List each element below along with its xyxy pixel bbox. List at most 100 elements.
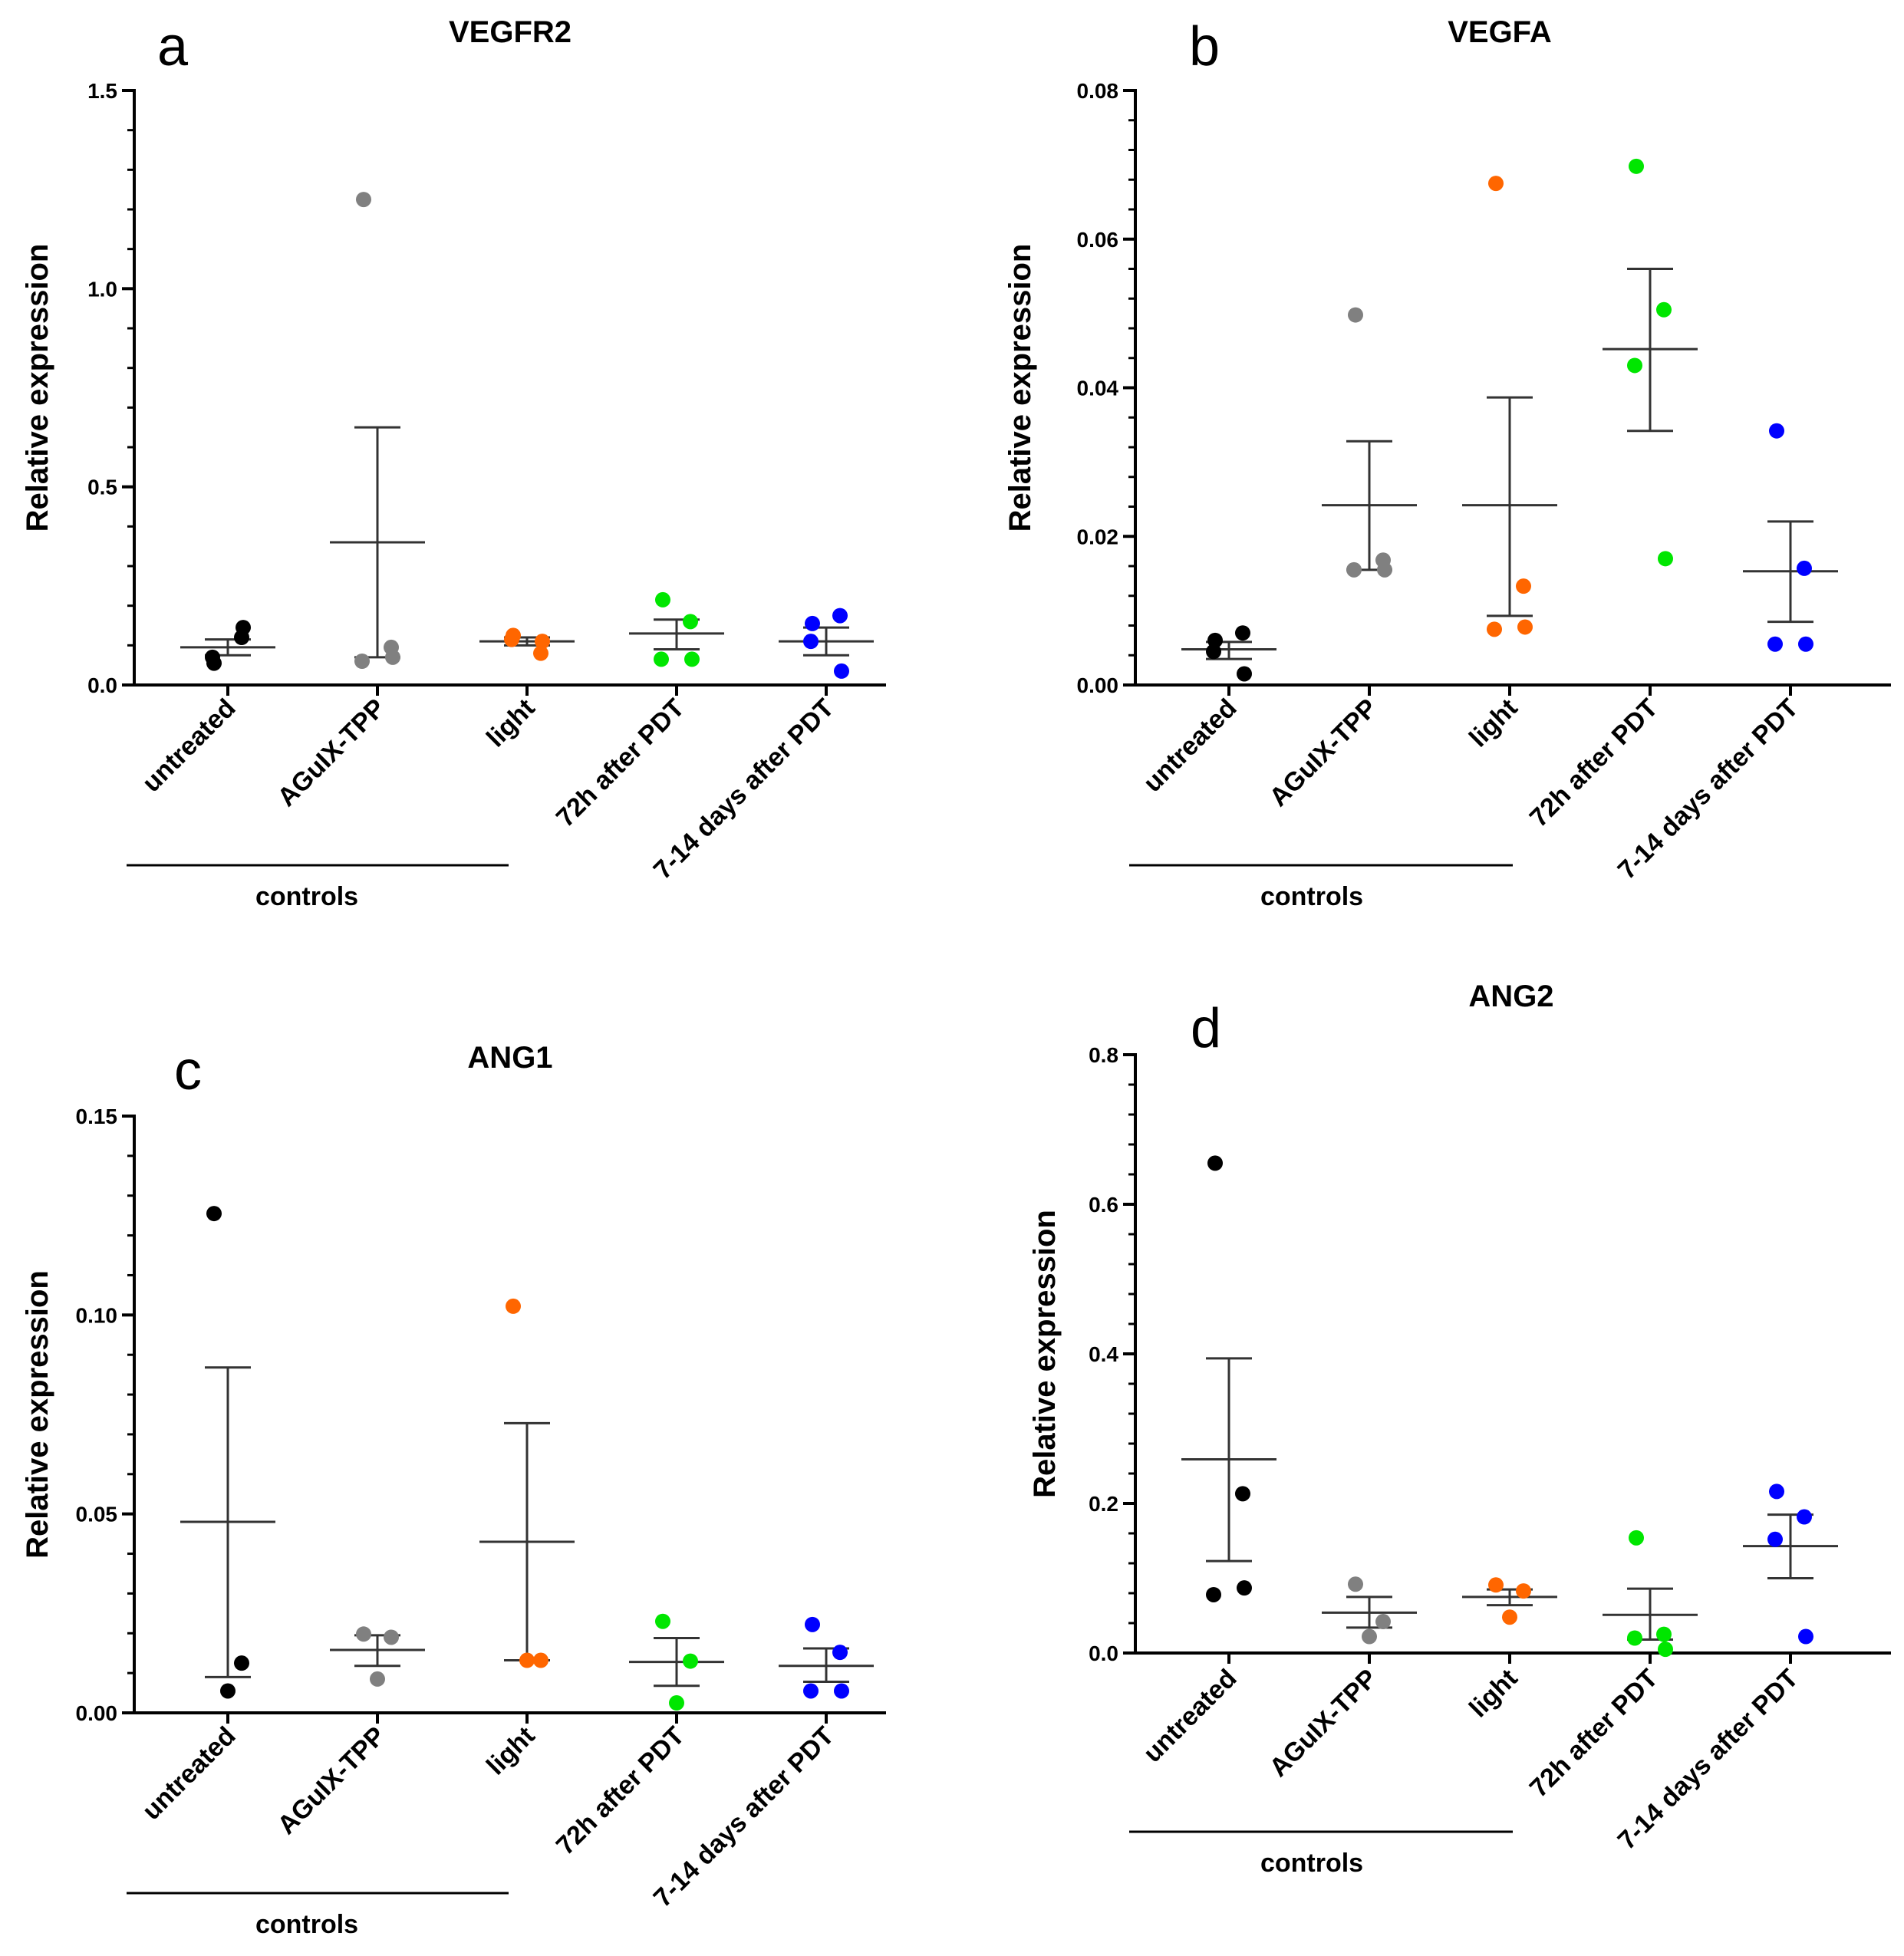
data-point <box>1627 357 1642 374</box>
data-point <box>1629 158 1644 174</box>
panel-letter: b <box>1189 16 1220 77</box>
series-group <box>180 620 275 671</box>
y-tick-label: 0.08 <box>1077 79 1119 103</box>
data-point <box>535 634 550 650</box>
series-group <box>180 1206 275 1699</box>
data-point <box>384 1629 399 1645</box>
data-point <box>234 1655 249 1671</box>
y-tick-label: 0.02 <box>1077 525 1119 548</box>
data-point <box>1235 1486 1250 1502</box>
data-point <box>1516 578 1531 594</box>
data-point <box>1658 1642 1673 1658</box>
data-point <box>1348 1576 1363 1592</box>
data-point <box>1767 636 1783 652</box>
data-point <box>1502 1609 1517 1625</box>
controls-label: controls <box>255 1910 358 1939</box>
data-point <box>356 192 371 208</box>
data-point <box>533 1652 548 1668</box>
data-point <box>655 1613 670 1629</box>
data-point <box>1206 644 1221 660</box>
series-group <box>629 591 724 667</box>
data-point <box>805 615 820 631</box>
data-point <box>1797 1509 1812 1525</box>
data-point <box>1798 636 1813 652</box>
y-tick-label: 0.2 <box>1089 1492 1118 1516</box>
series-group <box>1181 1155 1276 1602</box>
y-tick-label: 1.5 <box>87 79 117 103</box>
y-tick-label: 0.8 <box>1089 1043 1118 1067</box>
y-tick-label: 0.6 <box>1089 1193 1118 1217</box>
data-point <box>1488 1577 1504 1593</box>
data-point <box>834 1683 849 1699</box>
controls-label: controls <box>1260 1849 1363 1878</box>
series-group <box>1181 625 1276 682</box>
series-group <box>479 1298 575 1668</box>
y-axis-label: Relative expression <box>21 244 54 532</box>
data-point <box>805 1616 820 1632</box>
series-group <box>1743 423 1838 652</box>
series-group <box>1322 1576 1417 1645</box>
y-tick-label: 0.06 <box>1077 228 1119 252</box>
series-group <box>779 1616 874 1699</box>
data-point <box>1348 307 1363 323</box>
data-point <box>832 608 848 624</box>
series-group <box>1603 1530 1698 1658</box>
data-point <box>385 649 400 665</box>
series-group <box>479 627 575 661</box>
data-point <box>803 634 819 650</box>
y-tick-label: 0.0 <box>1089 1642 1118 1665</box>
data-point <box>834 663 849 679</box>
data-point <box>803 1683 819 1699</box>
series-group <box>1462 1577 1557 1625</box>
series-group <box>779 608 874 679</box>
data-point <box>1207 1155 1223 1171</box>
data-point <box>1362 1628 1377 1645</box>
y-tick-label: 0.4 <box>1089 1342 1118 1366</box>
controls-label: controls <box>255 882 358 911</box>
data-point <box>1375 1614 1391 1630</box>
data-point <box>669 1695 684 1711</box>
data-point <box>519 1652 535 1668</box>
data-point <box>1656 301 1672 318</box>
data-point <box>1237 1580 1252 1596</box>
data-point <box>1629 1530 1644 1546</box>
data-point <box>356 1626 371 1642</box>
y-tick-label: 0.5 <box>87 476 117 499</box>
y-tick-label: 0.15 <box>76 1105 118 1128</box>
y-tick-label: 0.05 <box>76 1503 118 1526</box>
data-point <box>1237 666 1252 682</box>
chart-title: VEGFR2 <box>449 15 572 49</box>
y-tick-label: 0.00 <box>76 1701 118 1725</box>
data-point <box>1346 561 1362 578</box>
panel-letter: c <box>174 1040 202 1101</box>
series-group <box>1743 1483 1838 1645</box>
data-point <box>504 631 519 647</box>
series-group <box>1462 176 1557 637</box>
panel-letter: d <box>1191 998 1221 1059</box>
data-point <box>370 1671 385 1687</box>
data-point <box>683 1653 698 1669</box>
y-tick-label: 0.10 <box>76 1303 118 1327</box>
data-point <box>1488 176 1504 192</box>
series-group <box>330 1626 425 1687</box>
series-group <box>330 192 425 669</box>
series-group <box>629 1613 724 1711</box>
data-point <box>1658 551 1673 567</box>
data-point <box>533 645 548 661</box>
data-point <box>205 649 220 665</box>
controls-label: controls <box>1260 882 1363 911</box>
series-group <box>1603 158 1698 567</box>
data-point <box>832 1645 848 1661</box>
data-point <box>1516 1583 1531 1599</box>
data-point <box>683 614 698 630</box>
y-axis-label: Relative expression <box>21 1270 54 1559</box>
data-point <box>1235 625 1250 641</box>
data-point <box>684 651 700 667</box>
data-point <box>1377 561 1392 578</box>
data-point <box>1767 1531 1783 1547</box>
data-point <box>655 591 670 608</box>
data-point <box>506 1298 521 1314</box>
data-point <box>220 1683 236 1699</box>
data-point <box>354 654 370 669</box>
